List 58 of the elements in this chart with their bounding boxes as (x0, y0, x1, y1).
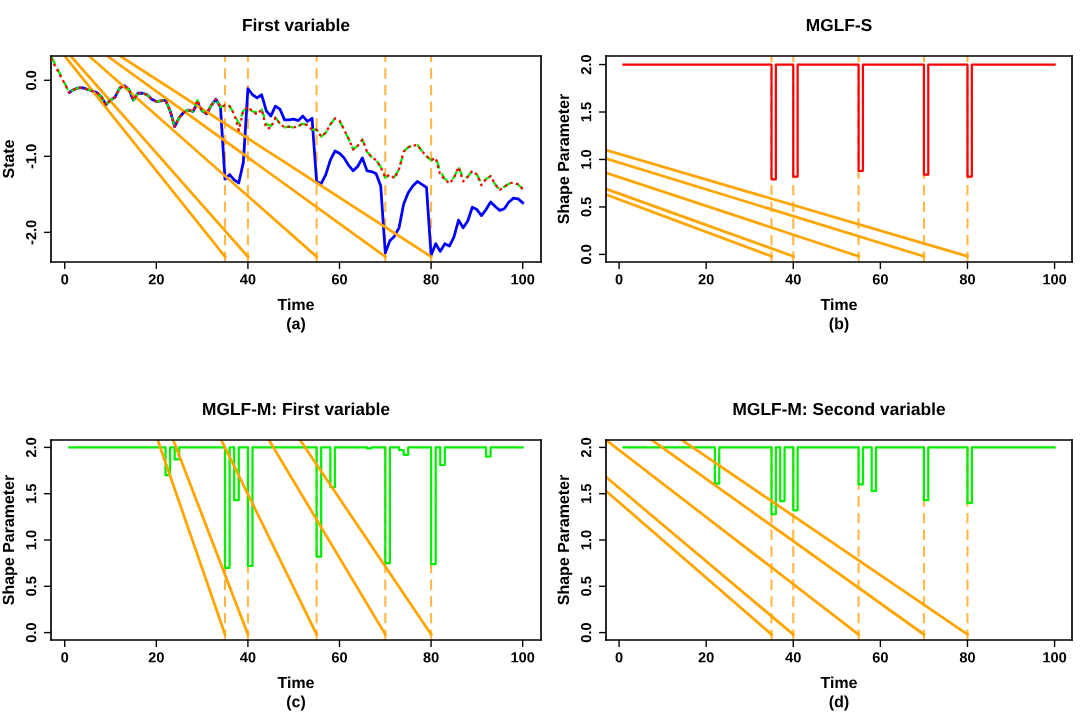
x-tick-label: 0 (61, 652, 69, 663)
x-axis-title: Time (277, 676, 314, 689)
y-tick-label: 2.0 (580, 437, 592, 458)
x-tick-label: 40 (785, 652, 801, 663)
y-tick-label: 0.0 (580, 244, 592, 264)
x-tick-label: 20 (698, 652, 714, 663)
x-tick-label: 100 (511, 652, 535, 663)
x-tick-label: 0 (615, 274, 623, 285)
x-tick-label: 100 (1043, 652, 1067, 663)
x-tick-label: 60 (331, 274, 348, 285)
x-tick-label: 40 (785, 274, 801, 285)
x-tick-label: 40 (240, 274, 256, 285)
chart-title: First variable (243, 18, 350, 32)
y-axis-title: State (2, 140, 15, 179)
y-tick-label: 0.0 (580, 623, 592, 643)
x-tick-label: 60 (331, 652, 348, 663)
x-tick-label: 80 (423, 652, 439, 663)
y-tick-label: 0.0 (25, 623, 37, 643)
y-tick-label: -1.0 (25, 144, 37, 169)
y-tick-label: 2.0 (25, 437, 37, 458)
chart-title: MGLF-M: First variable (203, 402, 390, 416)
y-tick-label: 0.0 (25, 70, 37, 90)
x-tick-label: 0 (615, 652, 623, 663)
x-tick-label: 80 (959, 274, 975, 285)
text: (a) (287, 317, 305, 333)
x-tick-label: 20 (698, 274, 714, 285)
y-tick-label: 0.5 (580, 576, 592, 596)
chart-title: MGLF-S (806, 18, 872, 32)
x-tick-label: 80 (423, 274, 439, 285)
x-tick-label: 60 (872, 274, 888, 285)
y-tick-label: 1.0 (580, 530, 592, 550)
x-tick-label: 80 (959, 652, 975, 663)
y-axis-title: Shape Parameter (2, 474, 18, 605)
x-tick-label: 20 (148, 274, 164, 285)
text: (c) (287, 695, 305, 711)
y-tick-label: 1.0 (25, 530, 37, 550)
text: (d) (829, 695, 849, 711)
x-tick-label: 100 (511, 274, 535, 285)
y-tick-label: 1.5 (581, 483, 592, 503)
chart-title: MGLF-M: Second variable (733, 402, 946, 416)
x-tick-label: 100 (1043, 274, 1067, 285)
y-tick-label: -2.0 (25, 220, 37, 245)
y-tick-label: 1.5 (26, 483, 37, 503)
x-tick-label: 40 (240, 652, 256, 663)
x-axis-title: Time (820, 298, 857, 311)
y-tick-label: 1.0 (580, 149, 592, 169)
y-tick-label: 0.5 (580, 197, 592, 217)
y-axis-title: Shape Parameter (557, 474, 573, 605)
y-tick-label: 0.5 (25, 576, 37, 596)
x-tick-label: 0 (61, 274, 69, 285)
x-tick-label: 20 (148, 652, 164, 663)
text: (b) (829, 317, 849, 333)
y-tick-label: 2.0 (580, 55, 592, 75)
y-tick-label: 1.5 (581, 102, 592, 122)
x-axis-title: Time (820, 676, 857, 689)
x-axis-title: Time (277, 298, 314, 311)
y-axis-title: Shape Parameter (557, 93, 573, 224)
x-tick-label: 60 (872, 652, 888, 663)
